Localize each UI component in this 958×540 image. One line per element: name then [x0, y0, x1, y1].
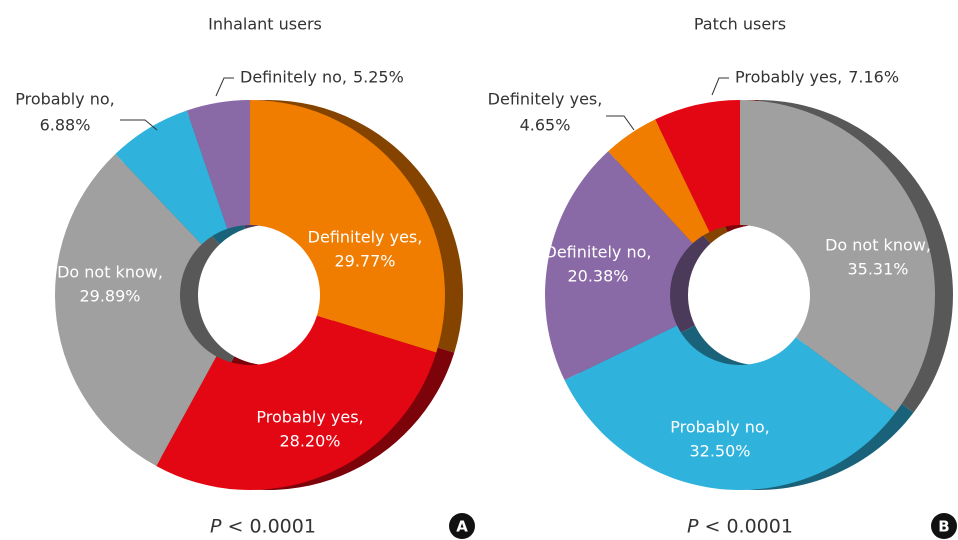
p-symbol: P [687, 516, 699, 538]
panel-letter: B [938, 518, 949, 536]
value-label: 29.77% [334, 252, 395, 271]
value-label: 5.25% [353, 68, 404, 87]
segment-label: Probably yes, [735, 68, 842, 87]
value-label: 20.38% [567, 267, 628, 286]
leader-line [120, 119, 158, 131]
p-value: < 0.0001 [228, 516, 316, 538]
p-value: < 0.0001 [705, 516, 793, 538]
p-symbol: P [210, 516, 222, 538]
value-label: 29.89% [79, 287, 140, 306]
segment [115, 110, 228, 245]
segment-label: Do not know, [825, 236, 931, 255]
segment [655, 100, 740, 232]
value-label: 28.20% [279, 432, 340, 451]
leader-line [606, 115, 635, 131]
chart-title: Patch users [694, 15, 786, 34]
segment-label: Probably yes, [256, 408, 363, 427]
panel-badge [449, 513, 475, 539]
segment-label: Definitely yes, [488, 90, 603, 109]
segment-label: Probably no, [15, 90, 115, 109]
segment [250, 100, 445, 353]
panel-badge [931, 513, 957, 539]
donut [545, 100, 954, 491]
segment [54, 153, 217, 467]
panel-letter: A [456, 518, 468, 536]
segment [545, 151, 693, 381]
value-label: 7.16% [848, 68, 899, 87]
segment-label: Definitely no, [545, 243, 652, 262]
chart-title: Inhalant users [208, 15, 322, 34]
donut [54, 100, 463, 490]
value-label: 6.88% [40, 116, 91, 135]
segment-label: Do not know, [57, 263, 163, 282]
segment [564, 325, 896, 491]
segment [156, 315, 437, 490]
leader-line [711, 77, 729, 96]
leader-line [215, 77, 234, 97]
value-label: 32.50% [689, 442, 750, 461]
segment [740, 100, 935, 413]
segment-label: Definitely no, [240, 68, 347, 87]
segment-label: Probably no, [670, 418, 770, 437]
segment-label: Definitely yes, [308, 228, 423, 247]
segment [608, 119, 710, 244]
value-label: 4.65% [520, 116, 571, 135]
value-label: 35.31% [847, 260, 908, 279]
segment [186, 100, 250, 229]
